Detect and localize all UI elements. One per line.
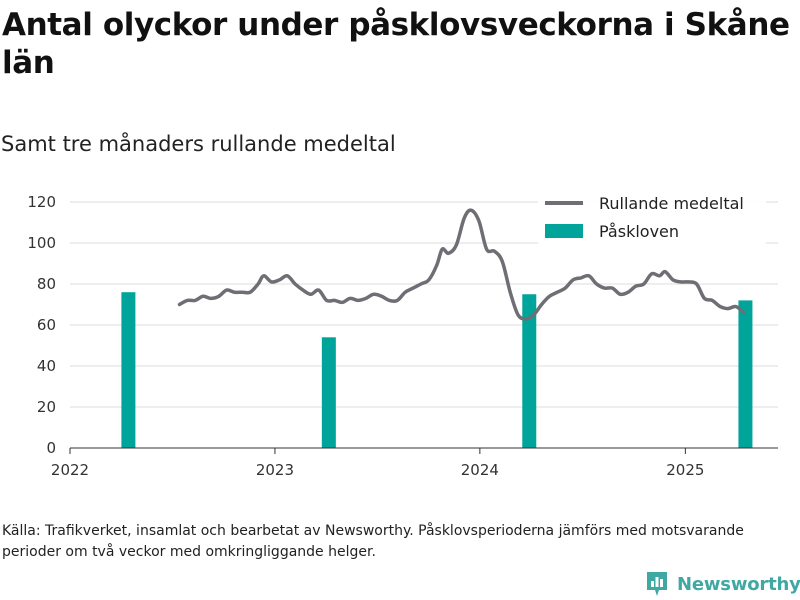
chart: 0 20 40 60 80 100 120 2022 2023 2024 2025 Rullande…: [27, 188, 778, 479]
bar-series: [121, 292, 753, 448]
y-tick-label: 80: [37, 275, 56, 293]
x-tick-label: 2022: [51, 461, 89, 479]
bar: [522, 294, 537, 448]
rolling-average-line: [177, 208, 746, 321]
newsworthy-logo-icon: [647, 572, 667, 596]
y-tick-label: 60: [37, 316, 56, 334]
brand-name: Newsworthy: [677, 573, 800, 595]
y-tick-label: 20: [37, 398, 56, 416]
legend-swatch-bar: [545, 224, 583, 238]
x-tick-label: 2025: [666, 461, 704, 479]
legend: Rullande medeltal Påskloven: [538, 188, 766, 246]
y-tick-label: 40: [37, 357, 56, 375]
legend-label: Påskloven: [599, 222, 679, 241]
x-tick-label: 2023: [256, 461, 294, 479]
line-series: [177, 208, 746, 321]
brand-logo: Newsworthy: [645, 569, 800, 599]
bar: [738, 300, 753, 448]
y-tick-label: 0: [46, 439, 56, 457]
legend-label: Rullande medeltal: [599, 194, 744, 213]
chart-title: Antal olyckor under påsklovsveckorna i S…: [2, 7, 790, 81]
y-tick-label: 120: [27, 193, 56, 211]
bar: [121, 292, 136, 448]
source-caption: Källa: Trafikverket, insamlat och bearbe…: [2, 523, 744, 560]
axes: 0 20 40 60 80 100 120 2022 2023 2024 2025: [27, 193, 778, 479]
bar: [321, 337, 336, 448]
chart-subtitle: Samt tre månaders rullande medeltal: [1, 132, 396, 156]
y-tick-label: 100: [27, 234, 56, 252]
x-tick-label: 2024: [461, 461, 499, 479]
